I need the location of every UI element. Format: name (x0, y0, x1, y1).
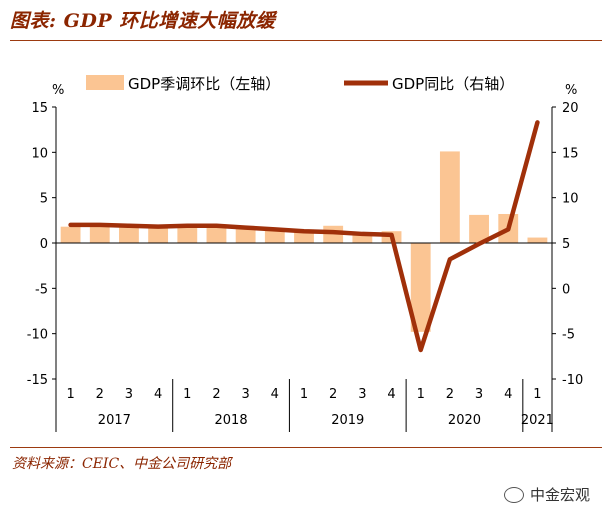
right-tick-label: 15 (562, 146, 579, 161)
bar (89, 225, 110, 243)
bar (235, 228, 256, 243)
left-tick-label: 15 (31, 101, 48, 116)
bar (60, 226, 81, 243)
right-tick-label: -10 (562, 373, 583, 388)
bar (352, 232, 373, 243)
quarter-label: 2 (446, 387, 454, 402)
right-tick-label: 5 (562, 237, 570, 252)
bar (148, 228, 169, 243)
series-line-yoy (68, 120, 540, 353)
year-label: 2020 (448, 413, 481, 428)
quarter-label: 4 (387, 387, 395, 402)
left-tick-label: 0 (40, 237, 48, 252)
quarter-label: 1 (300, 387, 308, 402)
left-tick-label: 10 (31, 146, 48, 161)
bar (264, 229, 285, 243)
year-label: 2021 (521, 413, 554, 428)
quarter-label: 3 (125, 387, 133, 402)
bar (439, 151, 460, 243)
bar (119, 227, 139, 243)
watermark: 中金宏观 (503, 484, 590, 505)
right-tick-label: 10 (562, 192, 579, 207)
figure-title: 图表: GDP 环比增速大幅放缓 (10, 10, 276, 32)
quarter-label: 1 (533, 387, 541, 402)
quarter-label: 1 (66, 387, 74, 402)
bar (469, 214, 489, 243)
quarter-label: 2 (96, 387, 104, 402)
footer-divider (10, 447, 602, 448)
quarter-label: 2 (329, 387, 337, 402)
quarter-label: 3 (242, 387, 250, 402)
legend-swatch-bar (86, 75, 124, 90)
quarter-label: 2 (212, 387, 220, 402)
right-tick-label: 0 (562, 282, 570, 297)
legend-label-line: GDP同比（右轴） (392, 75, 514, 93)
quarter-label: 1 (417, 387, 425, 402)
bar (527, 237, 548, 243)
bar (177, 226, 198, 243)
source-note: 资料来源：CEIC、中金公司研究部 (12, 456, 232, 472)
bar (410, 243, 431, 332)
wechat-icon (503, 486, 524, 503)
watermark-text: 中金宏观 (529, 486, 590, 504)
legend-label-bar: GDP季调环比（左轴） (128, 75, 280, 93)
year-label: 2019 (331, 413, 364, 428)
left-tick-label: -5 (35, 282, 48, 297)
left-tick-label: 5 (40, 192, 48, 207)
quarter-label: 3 (475, 387, 483, 402)
right-tick-label: -5 (562, 328, 575, 343)
right-axis-unit: % (565, 83, 577, 98)
quarter-label: 4 (154, 387, 162, 402)
chart: GDP季调环比（左轴） GDP同比（右轴） % % 151050-5-10-15… (27, 75, 583, 432)
year-label: 2018 (215, 413, 248, 428)
left-tick-label: -10 (27, 328, 48, 343)
quarter-label: 3 (358, 387, 366, 402)
quarter-label: 4 (271, 387, 279, 402)
right-tick-label: 20 (562, 101, 579, 116)
title-divider (10, 40, 602, 41)
quarter-label: 4 (504, 387, 512, 402)
left-axis-unit: % (52, 83, 64, 98)
quarter-label: 1 (183, 387, 191, 402)
left-tick-label: -15 (27, 373, 48, 388)
bar (206, 226, 227, 243)
year-label: 2017 (98, 413, 131, 428)
